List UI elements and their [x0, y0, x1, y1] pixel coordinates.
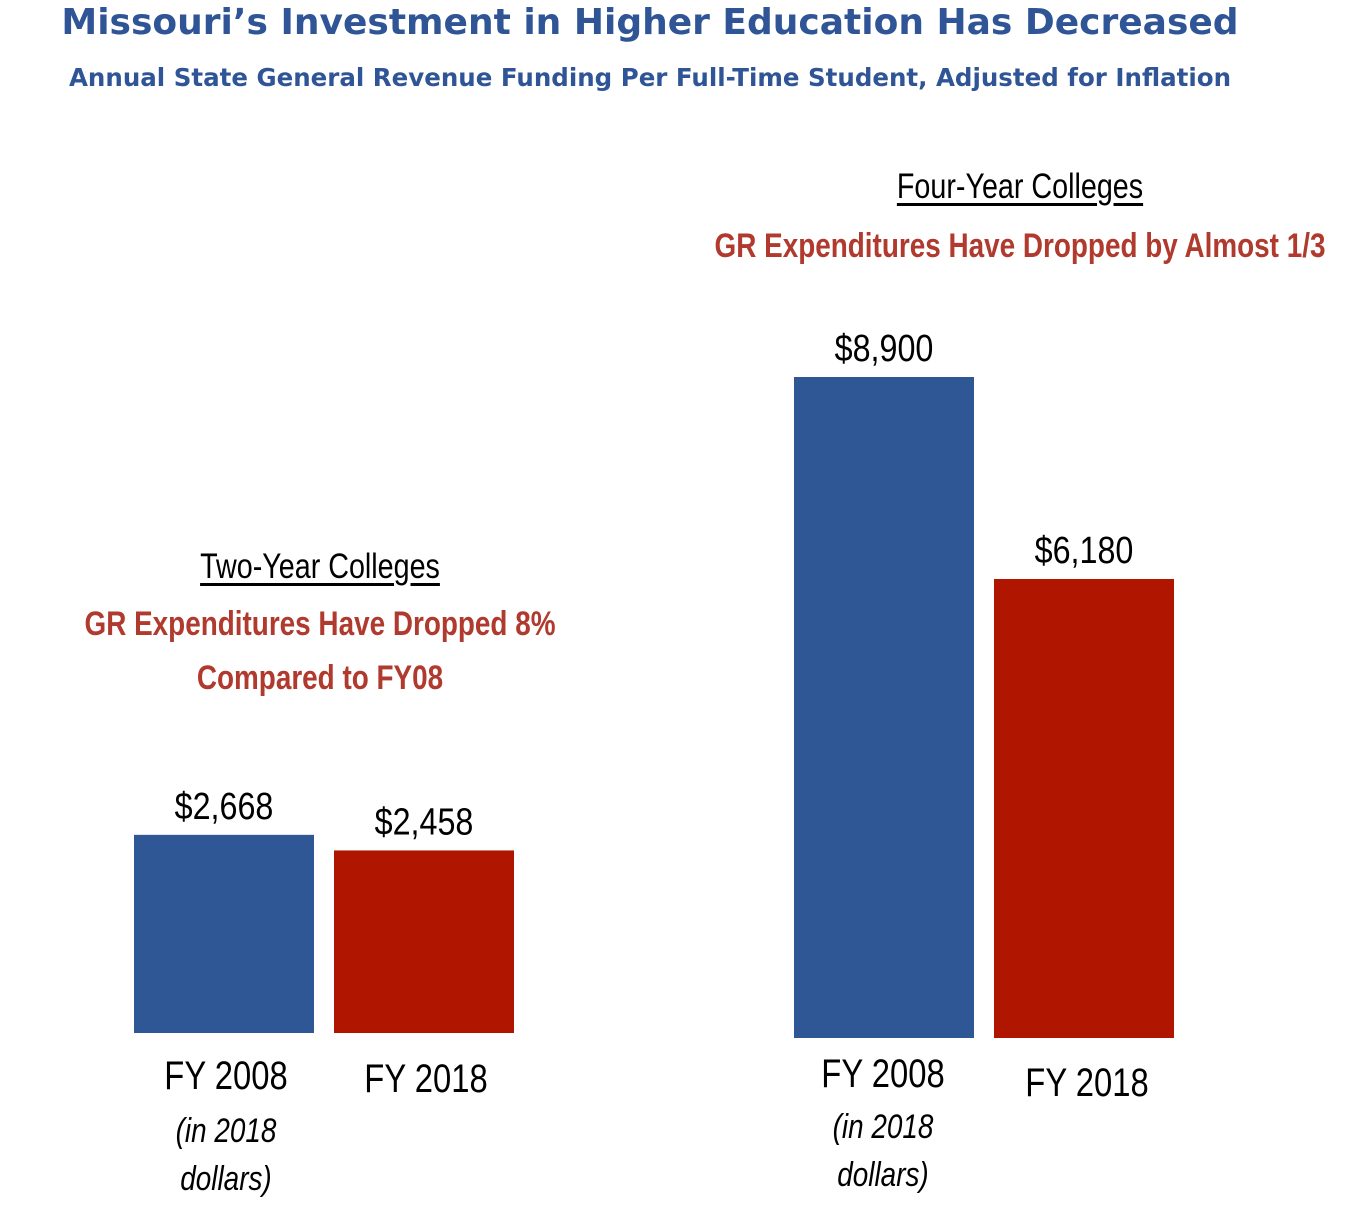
four-year-category-fy2018: FY 2018 — [1025, 1061, 1149, 1105]
chart-subtitle: Annual State General Revenue Funding Per… — [68, 63, 1232, 92]
four-year-bar-fy2008 — [794, 377, 974, 1038]
four-year-value-label-fy2008: $8,900 — [835, 328, 934, 370]
two-year-note-line1: (in 2018 — [175, 1112, 277, 1150]
four-year-subtitle: GR Expenditures Have Dropped by Almost 1… — [714, 227, 1326, 265]
chart-title: Missouri’s Investment in Higher Educatio… — [61, 2, 1239, 43]
two-year-title: Two-Year Colleges — [200, 547, 440, 586]
two-year-category-fy2018: FY 2018 — [364, 1057, 488, 1101]
four-year-title: Four-Year Colleges — [896, 167, 1144, 206]
two-year-value-label-fy2018: $2,458 — [375, 801, 474, 843]
four-year-bar-fy2018 — [994, 579, 1174, 1038]
two-year-value-label-fy2008: $2,668 — [175, 785, 274, 827]
four-year-note-line1: (in 2018 — [832, 1108, 934, 1146]
two-year-subtitle-line2: Compared to FY08 — [196, 659, 444, 697]
two-year-bar-fy2008 — [134, 834, 314, 1033]
four-year-value-label-fy2018: $6,180 — [1035, 530, 1134, 572]
two-year-bar-fy2018 — [334, 850, 514, 1033]
two-year-subtitle-line1: GR Expenditures Have Dropped 8% — [84, 605, 556, 643]
two-year-category-fy2008: FY 2008 — [164, 1054, 288, 1098]
four-year-note-line2: dollars) — [837, 1156, 929, 1194]
four-year-category-fy2008: FY 2008 — [821, 1052, 945, 1096]
two-year-note-line2: dollars) — [180, 1160, 272, 1198]
